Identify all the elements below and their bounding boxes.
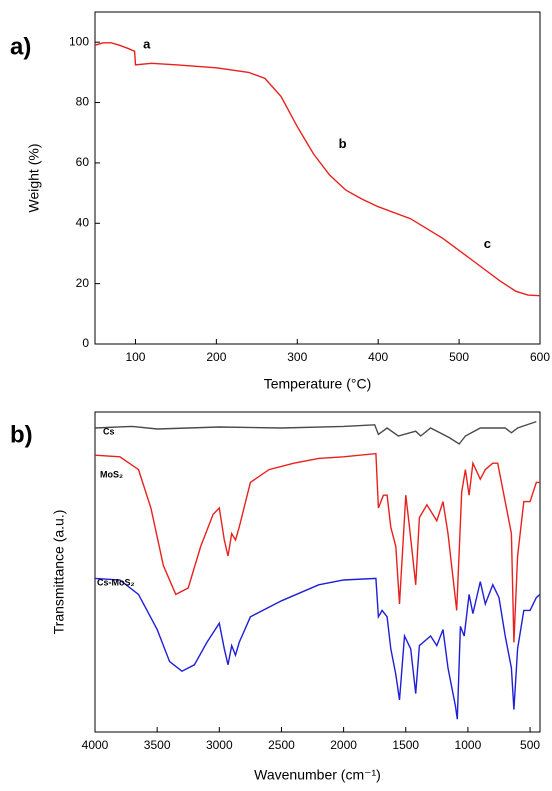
panel-label: a) [10, 33, 31, 60]
data-line [94, 452, 540, 643]
y-tick-label: 0 [82, 336, 89, 350]
y-tick-label: 60 [76, 155, 90, 169]
x-tick-label: 600 [530, 350, 550, 364]
plot-frame [94, 411, 541, 733]
x-tick-label: 100 [125, 350, 145, 364]
panel-label: b) [10, 421, 33, 448]
y-tick-label: 80 [76, 95, 90, 109]
x-tick-label: 500 [520, 738, 540, 752]
x-axis-label: Wavenumber (cm⁻¹) [254, 767, 381, 783]
x-tick-label: 3500 [144, 738, 171, 752]
series-label: MoS₂ [100, 469, 123, 479]
y-axis-label: Weight (%) [26, 144, 42, 213]
x-tick-label: 200 [206, 350, 226, 364]
plot-frame [94, 11, 541, 345]
x-tick-label: 500 [449, 350, 469, 364]
x-tick-label: 3000 [206, 738, 233, 752]
x-tick-label: 1000 [455, 738, 482, 752]
y-axis-label: Transmittance (a.u.) [51, 510, 67, 635]
x-tick-label: 1500 [392, 738, 419, 752]
data-line [94, 420, 537, 445]
data-line [94, 577, 541, 720]
x-tick-label: 2500 [268, 738, 295, 752]
data-line [94, 42, 541, 297]
x-tick-label: 2000 [330, 738, 357, 752]
series-label: Cs-MoS₂ [97, 577, 135, 587]
x-tick-label: 300 [287, 350, 307, 364]
series-label: Cs [103, 426, 115, 436]
x-tick-label: 4000 [82, 738, 109, 752]
annotation: b [339, 136, 347, 151]
x-axis-label: Temperature (°C) [264, 376, 372, 392]
annotation: c [484, 236, 491, 251]
y-tick-label: 100 [69, 34, 89, 48]
x-tick-label: 400 [368, 350, 388, 364]
y-tick-label: 20 [76, 276, 90, 290]
y-tick-label: 40 [76, 215, 90, 229]
annotation: a [143, 37, 151, 52]
